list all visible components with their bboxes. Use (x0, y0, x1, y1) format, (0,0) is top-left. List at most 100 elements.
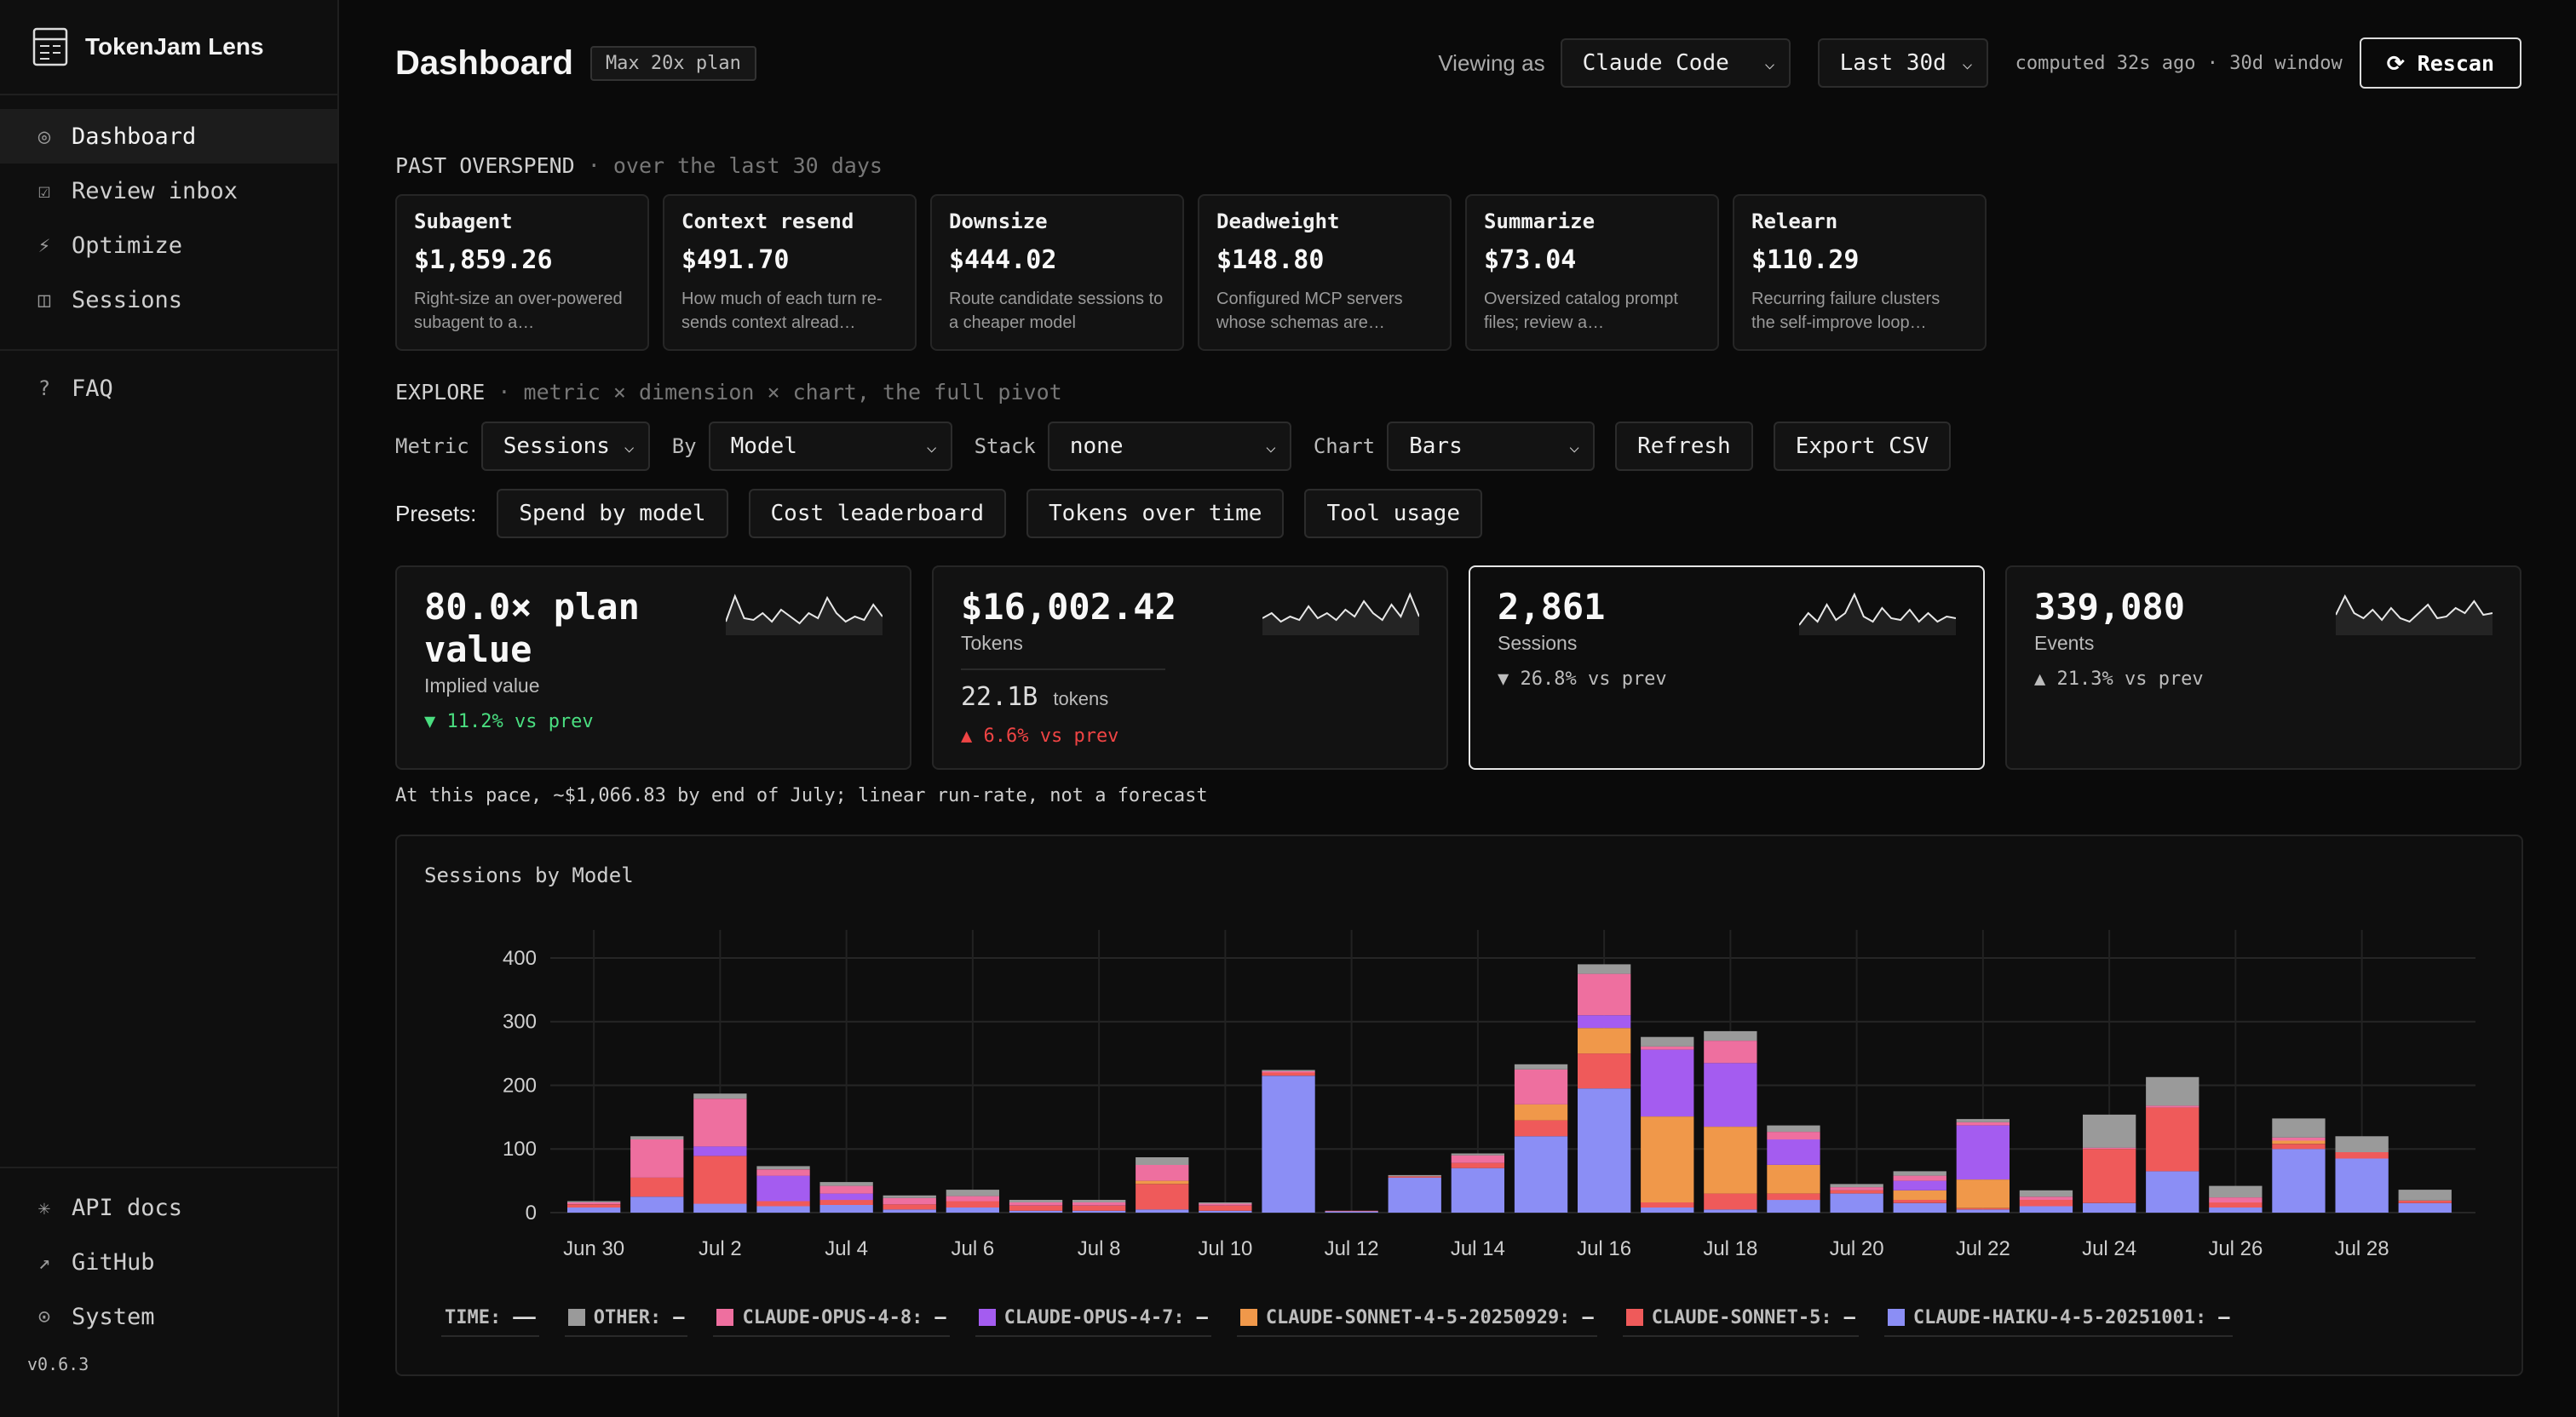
bar-segment-claude-opus-4-7[interactable] (1893, 1180, 1946, 1190)
chart-type-select[interactable]: Bars ⌵ (1387, 422, 1596, 471)
bar-segment-claude-sonnet-4-5-20250929[interactable] (1578, 1028, 1631, 1054)
bar-segment-claude-sonnet-5[interactable] (1578, 1053, 1631, 1089)
bar-segment-other[interactable] (2272, 1118, 2326, 1138)
bar-segment-claude-haiku-4-5-20251001[interactable] (946, 1208, 999, 1213)
bar-segment-claude-sonnet-5[interactable] (1514, 1120, 1568, 1137)
bar-segment-claude-haiku-4-5-20251001[interactable] (883, 1209, 936, 1213)
bar-segment-other[interactable] (2146, 1076, 2199, 1106)
bar-segment-claude-sonnet-4-5-20250929[interactable] (1767, 1164, 1820, 1194)
overspend-card-relearn[interactable]: Relearn $110.29 Recurring failure clusters… (1733, 194, 1987, 351)
kpi-card-events[interactable]: 339,080 Events ▲ 21.3% vs prev (2005, 565, 2521, 770)
overspend-card-summarize[interactable]: Summarize $73.04 Oversized catalog prompt … (1465, 194, 1719, 351)
bar-segment-claude-haiku-4-5-20251001[interactable] (2335, 1158, 2389, 1213)
preset-tokens-over-time-button[interactable]: Tokens over time (1026, 489, 1285, 538)
bar-segment-claude-opus-4-7[interactable] (1767, 1139, 1820, 1165)
bar-segment-claude-sonnet-5[interactable] (1767, 1193, 1820, 1201)
bar-segment-other[interactable] (756, 1166, 810, 1170)
bar-segment-claude-sonnet-4-5-20250929[interactable] (2272, 1140, 2326, 1144)
bar-segment-claude-opus-4-8[interactable] (1893, 1175, 1946, 1181)
bar-segment-claude-haiku-4-5-20251001[interactable] (1893, 1202, 1946, 1213)
bar-segment-claude-opus-4-8[interactable] (1830, 1187, 1883, 1190)
bar-segment-claude-haiku-4-5-20251001[interactable] (756, 1206, 810, 1213)
bar-segment-claude-haiku-4-5-20251001[interactable] (2083, 1202, 2136, 1213)
bar-segment-claude-opus-4-8[interactable] (1578, 973, 1631, 1016)
bar-segment-claude-sonnet-5[interactable] (2083, 1149, 2136, 1203)
bar-segment-claude-opus-4-8[interactable] (567, 1202, 621, 1205)
bar-segment-other[interactable] (693, 1093, 747, 1099)
bar-segment-claude-sonnet-5[interactable] (2272, 1144, 2326, 1150)
bar-segment-claude-opus-4-8[interactable] (1136, 1164, 1189, 1181)
bar-segment-claude-opus-4-8[interactable] (2209, 1197, 2263, 1203)
legend-item-claude-sonnet-4-5-20250929[interactable]: CLAUDE-SONNET-4-5-20250929: — (1236, 1300, 1597, 1337)
bar-segment-claude-haiku-4-5-20251001[interactable] (1136, 1209, 1189, 1213)
bar-segment-claude-opus-4-8[interactable] (1009, 1202, 1063, 1206)
bar-segment-claude-sonnet-5[interactable] (1704, 1193, 1757, 1210)
legend-item-claude-opus-4-7[interactable]: CLAUDE-OPUS-4-7: — (975, 1300, 1211, 1337)
bar-segment-claude-opus-4-8[interactable] (2272, 1137, 2326, 1141)
bar-segment-other[interactable] (2083, 1114, 2136, 1148)
bar-segment-claude-sonnet-5[interactable] (1325, 1210, 1378, 1212)
metric-select[interactable]: Sessions ⌵ (480, 422, 650, 471)
bar-segment-claude-opus-4-7[interactable] (693, 1146, 747, 1156)
bar-segment-claude-haiku-4-5-20251001[interactable] (1072, 1210, 1126, 1213)
sidebar-item-dashboard[interactable]: ◎ Dashboard (0, 109, 337, 164)
bar-segment-other[interactable] (1262, 1070, 1315, 1072)
export-csv-button[interactable]: Export CSV (1773, 422, 1952, 471)
bar-segment-claude-haiku-4-5-20251001[interactable] (1009, 1210, 1063, 1213)
bar-segment-claude-sonnet-4-5-20250929[interactable] (1893, 1190, 1946, 1200)
viewing-as-select[interactable]: Claude Code ⌵ (1560, 38, 1791, 88)
preset-spend-by-model-button[interactable]: Spend by model (497, 489, 728, 538)
bar-segment-other[interactable] (1893, 1171, 1946, 1176)
bar-segment-other[interactable] (1451, 1153, 1504, 1156)
bar-segment-claude-sonnet-5[interactable] (756, 1201, 810, 1207)
bar-segment-other[interactable] (2398, 1190, 2452, 1201)
bar-segment-claude-sonnet-5[interactable] (883, 1204, 936, 1210)
bar-segment-claude-haiku-4-5-20251001[interactable] (1704, 1209, 1757, 1213)
bar-segment-claude-haiku-4-5-20251001[interactable] (693, 1203, 747, 1213)
bar-segment-claude-haiku-4-5-20251001[interactable] (1956, 1209, 2010, 1213)
bar-segment-claude-sonnet-4-5-20250929[interactable] (1514, 1104, 1568, 1121)
bar-segment-claude-haiku-4-5-20251001[interactable] (1578, 1088, 1631, 1213)
bar-segment-claude-haiku-4-5-20251001[interactable] (2019, 1206, 2073, 1213)
bar-segment-claude-opus-4-7[interactable] (1578, 1015, 1631, 1029)
bar-segment-claude-sonnet-4-5-20250929[interactable] (1641, 1116, 1694, 1202)
bar-segment-claude-opus-4-8[interactable] (1072, 1202, 1126, 1206)
bar-segment-claude-haiku-4-5-20251001[interactable] (1641, 1208, 1694, 1213)
sidebar-item-optimize[interactable]: ⚡ Optimize (0, 218, 337, 272)
legend-item-time[interactable]: TIME: —— (441, 1300, 539, 1337)
bar-segment-other[interactable] (1578, 964, 1631, 974)
bar-segment-claude-haiku-4-5-20251001[interactable] (630, 1196, 684, 1213)
bar-segment-claude-haiku-4-5-20251001[interactable] (2209, 1208, 2263, 1213)
bar-segment-other[interactable] (1704, 1030, 1757, 1041)
by-select[interactable]: Model ⌵ (708, 422, 952, 471)
sidebar-item-system[interactable]: ⊙ System (0, 1289, 337, 1344)
kpi-card-implied-value[interactable]: 80.0× plan value Implied value ▼ 11.2% vs … (395, 565, 911, 770)
legend-item-claude-opus-4-8[interactable]: CLAUDE-OPUS-4-8: — (713, 1300, 950, 1337)
bar-segment-other[interactable] (1641, 1036, 1694, 1047)
bar-segment-claude-sonnet-5[interactable] (2019, 1200, 2073, 1207)
bar-segment-claude-opus-4-7[interactable] (1641, 1049, 1694, 1117)
bar-segment-claude-sonnet-5[interactable] (1072, 1205, 1126, 1211)
bar-segment-claude-opus-4-8[interactable] (1199, 1203, 1252, 1206)
bar-segment-claude-sonnet-5[interactable] (2209, 1202, 2263, 1208)
bar-segment-claude-sonnet-5[interactable] (1956, 1208, 2010, 1210)
bar-segment-other[interactable] (946, 1190, 999, 1196)
bar-segment-other[interactable] (567, 1201, 621, 1203)
bar-segment-claude-opus-4-8[interactable] (883, 1197, 936, 1205)
bar-segment-claude-haiku-4-5-20251001[interactable] (1262, 1076, 1315, 1213)
bar-segment-claude-haiku-4-5-20251001[interactable] (819, 1205, 873, 1213)
bar-segment-claude-opus-4-8[interactable] (946, 1196, 999, 1202)
bar-segment-claude-sonnet-5[interactable] (1641, 1202, 1694, 1208)
bar-segment-claude-opus-4-7[interactable] (819, 1193, 873, 1201)
bar-segment-claude-sonnet-5[interactable] (2335, 1152, 2389, 1159)
bar-segment-claude-opus-4-8[interactable] (2146, 1105, 2199, 1108)
preset-cost-leaderboard-button[interactable]: Cost leaderboard (748, 489, 1006, 538)
bar-segment-other[interactable] (2019, 1190, 2073, 1197)
bar-segment-other[interactable] (1009, 1200, 1063, 1202)
time-range-select[interactable]: Last 30d ⌵ (1817, 38, 1988, 88)
bar-segment-claude-opus-4-8[interactable] (630, 1139, 684, 1178)
brand[interactable]: TokenJam Lens (0, 0, 337, 95)
bar-segment-claude-opus-4-8[interactable] (2083, 1147, 2136, 1150)
kpi-card-tokens[interactable]: $16,002.42 Tokens 22.1B tokens ▲ 6.6% vs pr… (932, 565, 1448, 770)
bar-segment-other[interactable] (630, 1136, 684, 1139)
